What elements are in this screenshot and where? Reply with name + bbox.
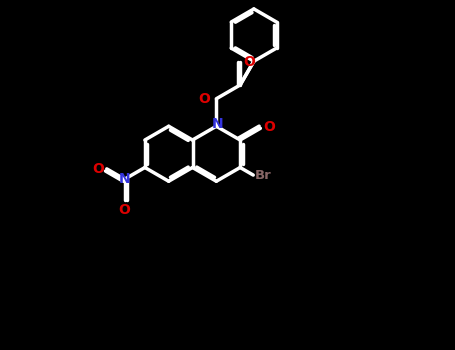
Text: O: O xyxy=(243,55,255,69)
Text: Br: Br xyxy=(255,169,272,182)
Text: O: O xyxy=(119,203,131,217)
Text: O: O xyxy=(92,162,104,176)
Text: N: N xyxy=(119,172,131,186)
Text: O: O xyxy=(198,92,210,106)
Text: N: N xyxy=(212,117,223,131)
Text: O: O xyxy=(263,120,275,134)
